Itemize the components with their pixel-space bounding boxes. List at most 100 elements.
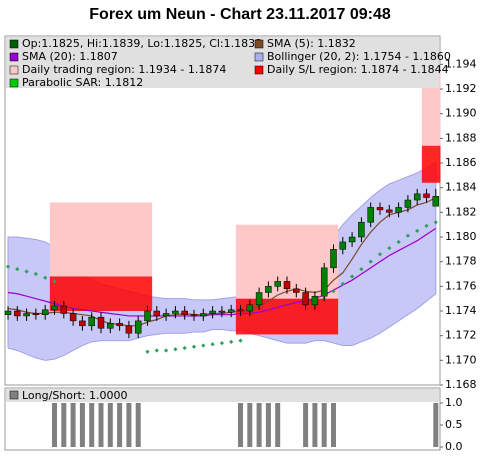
candle-body [274,281,281,287]
candle-body [32,313,40,315]
y-tick-label: 1.186 [445,156,477,169]
sar-dot [387,245,392,251]
sar-dot [154,348,159,353]
plot-layer [4,71,441,361]
long-short-bar [98,403,104,447]
candle-body [125,325,133,334]
sar-dot [173,347,178,352]
sar-dot [340,281,345,286]
legend-swatch [254,65,264,75]
sar-dot [238,338,243,343]
legend-label: Daily trading region: 1.1934 - 1.1874 [22,63,226,76]
candle-body [283,281,291,290]
legend-swatch [254,52,264,62]
y-tick-label: 1.180 [445,230,477,243]
sar-dot [210,342,215,347]
y-tick-label: 1.194 [445,57,477,70]
candle-body [395,207,402,213]
candle-body [432,196,440,207]
long-short-bar [256,403,262,447]
y-tick-label: 1.188 [445,131,477,144]
sl-region [49,276,153,312]
long-short-bar [79,403,85,447]
y-tick-label: 1.182 [445,205,477,218]
candle-body [116,323,123,327]
sar-dot [433,220,438,225]
candle-body [14,310,21,317]
sar-dot [331,289,336,294]
y-tick-label: 1.184 [445,181,477,194]
y-tick-label: 1.174 [445,304,477,317]
legend-swatch [254,39,264,49]
candle-body [172,310,179,314]
candle-body [134,320,142,334]
candle-body [227,309,235,313]
candle-body [320,267,328,297]
y-tick-label: 1.176 [445,279,477,292]
long-short-bar [89,403,95,447]
sar-dot [377,252,383,257]
sar-dot [405,233,411,238]
legend-swatch [9,52,19,62]
legend-swatch [9,78,19,88]
sar-dot [229,339,234,344]
sar-dot [349,274,355,279]
long-short-bar [265,403,271,447]
long-short-bar [303,403,309,447]
sar-dot [359,266,364,272]
y-tick-label: 1.192 [445,82,477,95]
candle-body [386,209,393,213]
y-tick-label: 1.170 [445,353,477,366]
sar-dot [182,345,187,351]
legend-label: Daily S/L region: 1.1874 - 1.1844 [267,63,449,76]
chart-title: Forex um Neun - Chart 23.11.2017 09:48 [89,6,391,23]
sar-dot [145,349,150,354]
sar-dot [396,239,401,245]
candle-body [246,304,254,312]
y-tick-label: 1.190 [445,107,477,120]
legend-label: Parabolic SAR: 1.1812 [22,76,143,89]
candle-body [97,316,105,329]
candle-body [218,310,226,313]
candle-body [330,249,337,269]
candle-body [107,323,114,329]
long-short-bar [70,403,76,447]
sub-y-tick-label: 0.5 [445,418,463,431]
long-short-bar [135,403,141,447]
candle-body [190,314,198,317]
candle-body [79,320,86,327]
candle-body [181,310,188,315]
candle-body [153,310,161,317]
trading-region [49,202,153,277]
candle-body [60,305,68,314]
y-tick-label: 1.172 [445,329,477,342]
long-short-bar [117,403,123,447]
candle-body [404,199,412,208]
sar-dot [415,228,420,233]
sub-y-tick-label: 0.0 [445,440,463,453]
candle-body [376,207,384,211]
long-short-bar [312,403,318,447]
candle-body [348,236,356,243]
candle-body [293,288,300,293]
legend-label: Bollinger (20, 2): 1.1754 - 1.1860 [267,50,451,63]
candle-body [4,310,12,315]
sub-legend-label: Long/Short: 1.0000 [22,389,128,402]
long-short-bar [126,403,132,447]
sar-dot [201,343,206,348]
candle-body [367,207,374,223]
long-short-bar [275,403,281,447]
candle-body [255,292,263,306]
sl-region [235,298,339,335]
long-short-bar [238,403,243,447]
sar-dot [191,344,197,349]
long-short-bar [107,403,113,447]
sub-legend-swatch [9,390,19,400]
candle-body [265,286,272,293]
candle-body [413,193,421,201]
trading-region [421,71,441,146]
candle-body [302,292,309,306]
candle-body [200,313,207,317]
